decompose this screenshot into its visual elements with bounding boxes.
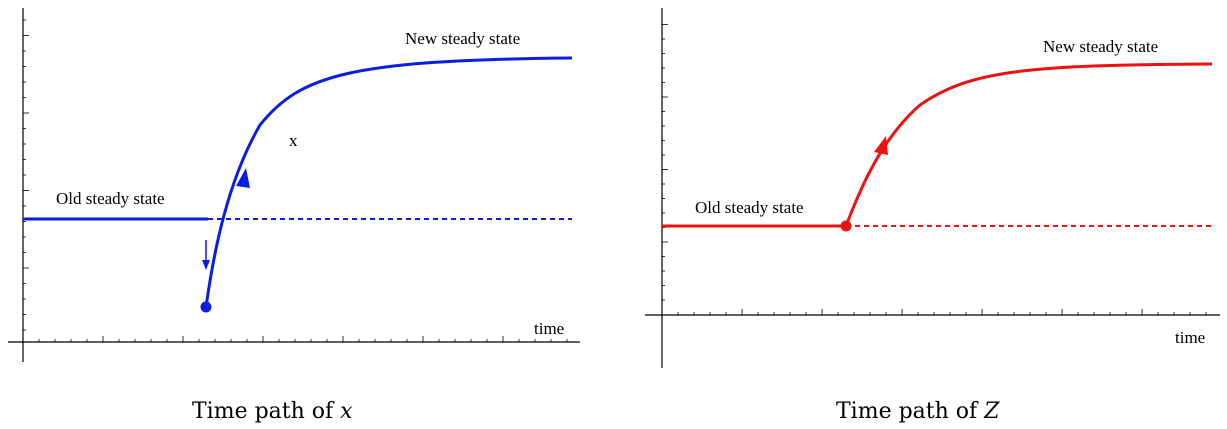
tick-marks <box>662 24 1207 315</box>
tick-marks <box>23 19 568 342</box>
old-steady-state-label: Old steady state <box>56 189 165 208</box>
curve-label-x: x <box>289 131 298 150</box>
old-steady-state-label: Old steady state <box>695 198 804 217</box>
panel-x: New steady state x Old steady state time… <box>8 8 580 424</box>
panel-z: New steady state Old steady state time T… <box>645 8 1220 424</box>
jump-down-arrow-icon <box>202 260 210 270</box>
caption-variable: Z <box>983 399 1000 424</box>
caption-prefix: Time path of <box>836 399 984 424</box>
jump-start-point <box>840 220 852 232</box>
caption-variable: x <box>340 399 353 424</box>
direction-arrowhead <box>874 136 888 155</box>
new-steady-state-label: New steady state <box>405 29 520 48</box>
caption-x: Time path of x <box>192 399 353 424</box>
direction-arrowhead <box>236 168 250 188</box>
caption-prefix: Time path of <box>192 399 340 424</box>
time-axis-label: time <box>1175 328 1205 347</box>
x-time-path-curve <box>204 56 573 308</box>
z-time-path-curve <box>844 62 1213 227</box>
caption-z: Time path of Z <box>836 399 1000 424</box>
time-axis-label: time <box>534 319 564 338</box>
jump-start-point <box>200 301 212 313</box>
new-steady-state-label: New steady state <box>1043 37 1158 56</box>
